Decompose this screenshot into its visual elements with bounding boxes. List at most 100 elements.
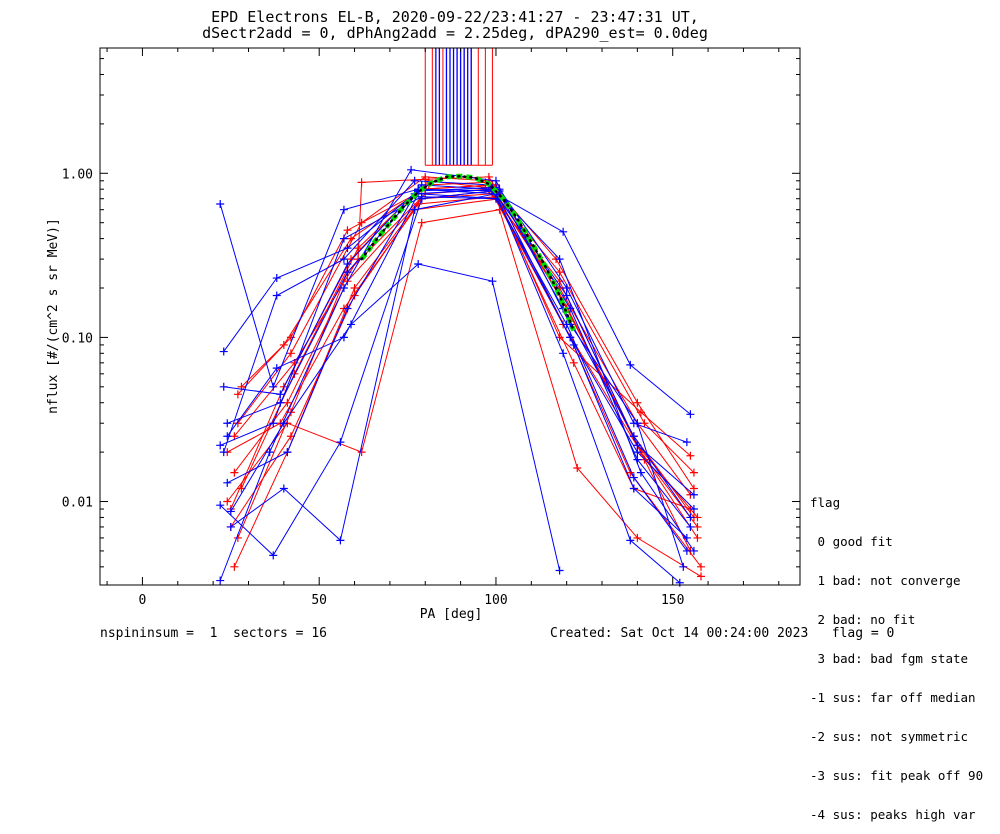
series-line [227,188,691,528]
series-line [230,263,561,571]
series-blue-12 [216,185,695,419]
series-line [227,198,702,568]
data-point-plus [336,438,345,447]
data-point-plus [679,562,688,571]
data-point-plus [216,441,225,450]
data-point-plus [339,234,348,243]
fit-curve-green [359,173,577,332]
data-point-plus [633,533,642,542]
data-point-plus [562,320,571,329]
data-point-plus [421,175,430,184]
data-point-plus [640,419,649,428]
data-point-plus [566,304,575,313]
data-point-plus [343,304,352,313]
series-red-2 [226,180,698,522]
data-point-plus [230,562,239,571]
data-point-plus [407,165,416,174]
series-line [227,186,691,518]
data-point-plus [269,382,278,391]
data-point-plus [555,268,564,277]
series-blue-21 [226,189,684,587]
x-tick-label: 100 [484,593,507,608]
data-point-plus [272,274,281,283]
data-point-plus [216,199,225,208]
data-point-plus [233,419,242,428]
series-blue-17 [226,260,564,575]
data-point-plus [233,390,242,399]
data-point-plus [357,178,366,187]
series-line [241,181,695,473]
data-point-plus [265,448,274,457]
x-tick-label: 150 [661,593,684,608]
data-point-plus [339,333,348,342]
series-line [226,193,688,539]
data-point-plus [682,546,691,555]
series-line [237,176,695,489]
data-point-plus [686,410,695,419]
legend-item: 0 good fit [810,534,893,549]
fit-curve [359,173,577,332]
data-point-plus [559,349,568,358]
data-point-plus [272,291,281,300]
flag-legend: flag 0 good fit 1 bad: not converge 2 ba… [810,470,983,834]
data-point-plus [682,438,691,447]
data-point-plus [272,364,281,373]
data-point-plus [633,441,642,450]
data-point-plus [636,468,645,477]
data-point-plus [230,468,239,477]
data-point-plus [562,291,571,300]
data-point-plus [555,255,564,264]
x-tick-label: 0 [139,593,147,608]
y-tick-label: 0.10 [62,331,93,346]
series-blue-22 [223,185,695,531]
legend-item: -4 sus: peaks high var [810,807,976,822]
series-line [230,193,681,584]
legend-item: 3 bad: bad fgm state [810,651,969,666]
y-tick-label: 1.00 [62,167,93,182]
data-point-plus [573,464,582,473]
series-line [230,196,691,528]
data-point-plus [555,566,564,575]
data-point-plus [343,260,352,269]
data-point-plus [223,419,232,428]
data-point-plus [269,419,278,428]
series-red-4 [223,194,706,571]
footer-left: nspininsum = 1 sectors = 16 [100,626,327,641]
vertical-lines [424,48,493,166]
series-line [226,209,702,577]
data-point-plus [226,522,235,531]
data-point-plus [414,260,423,269]
footer-right: Created: Sat Oct 14 00:24:00 2023 flag =… [550,626,895,641]
data-point-plus [219,382,228,391]
data-point-plus [629,473,638,482]
data-point-plus [633,448,642,457]
series-line [219,188,691,415]
data-point-plus [682,533,691,542]
data-point-plus [339,284,348,293]
data-point-plus [223,478,232,487]
data-point-plus [350,291,359,300]
data-point-plus [569,358,578,367]
data-point-plus [347,234,356,243]
data-point-plus [569,340,578,349]
data-point-plus [689,505,698,514]
data-point-plus [697,572,706,581]
data-point-plus [283,398,292,407]
data-point-plus [417,192,426,201]
data-point-plus [491,194,500,203]
data-point-plus [219,448,228,457]
data-point-plus [343,268,352,277]
data-point-plus [343,226,352,235]
data-point-plus [339,255,348,264]
legend-item: -2 sus: not symmetric [810,729,969,744]
data-point-plus [414,199,423,208]
data-point-plus [219,347,228,356]
data-point-plus [689,468,698,477]
data-point-plus [562,284,571,293]
data-point-plus [336,536,345,545]
series-blue-19 [223,189,691,542]
data-point-plus [686,522,695,531]
data-point-plus [689,490,698,499]
series-red-10 [223,205,706,581]
legend-item: 1 bad: not converge [810,573,961,588]
